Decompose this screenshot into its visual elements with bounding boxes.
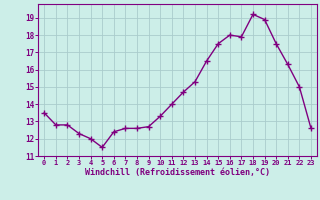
X-axis label: Windchill (Refroidissement éolien,°C): Windchill (Refroidissement éolien,°C): [85, 168, 270, 177]
